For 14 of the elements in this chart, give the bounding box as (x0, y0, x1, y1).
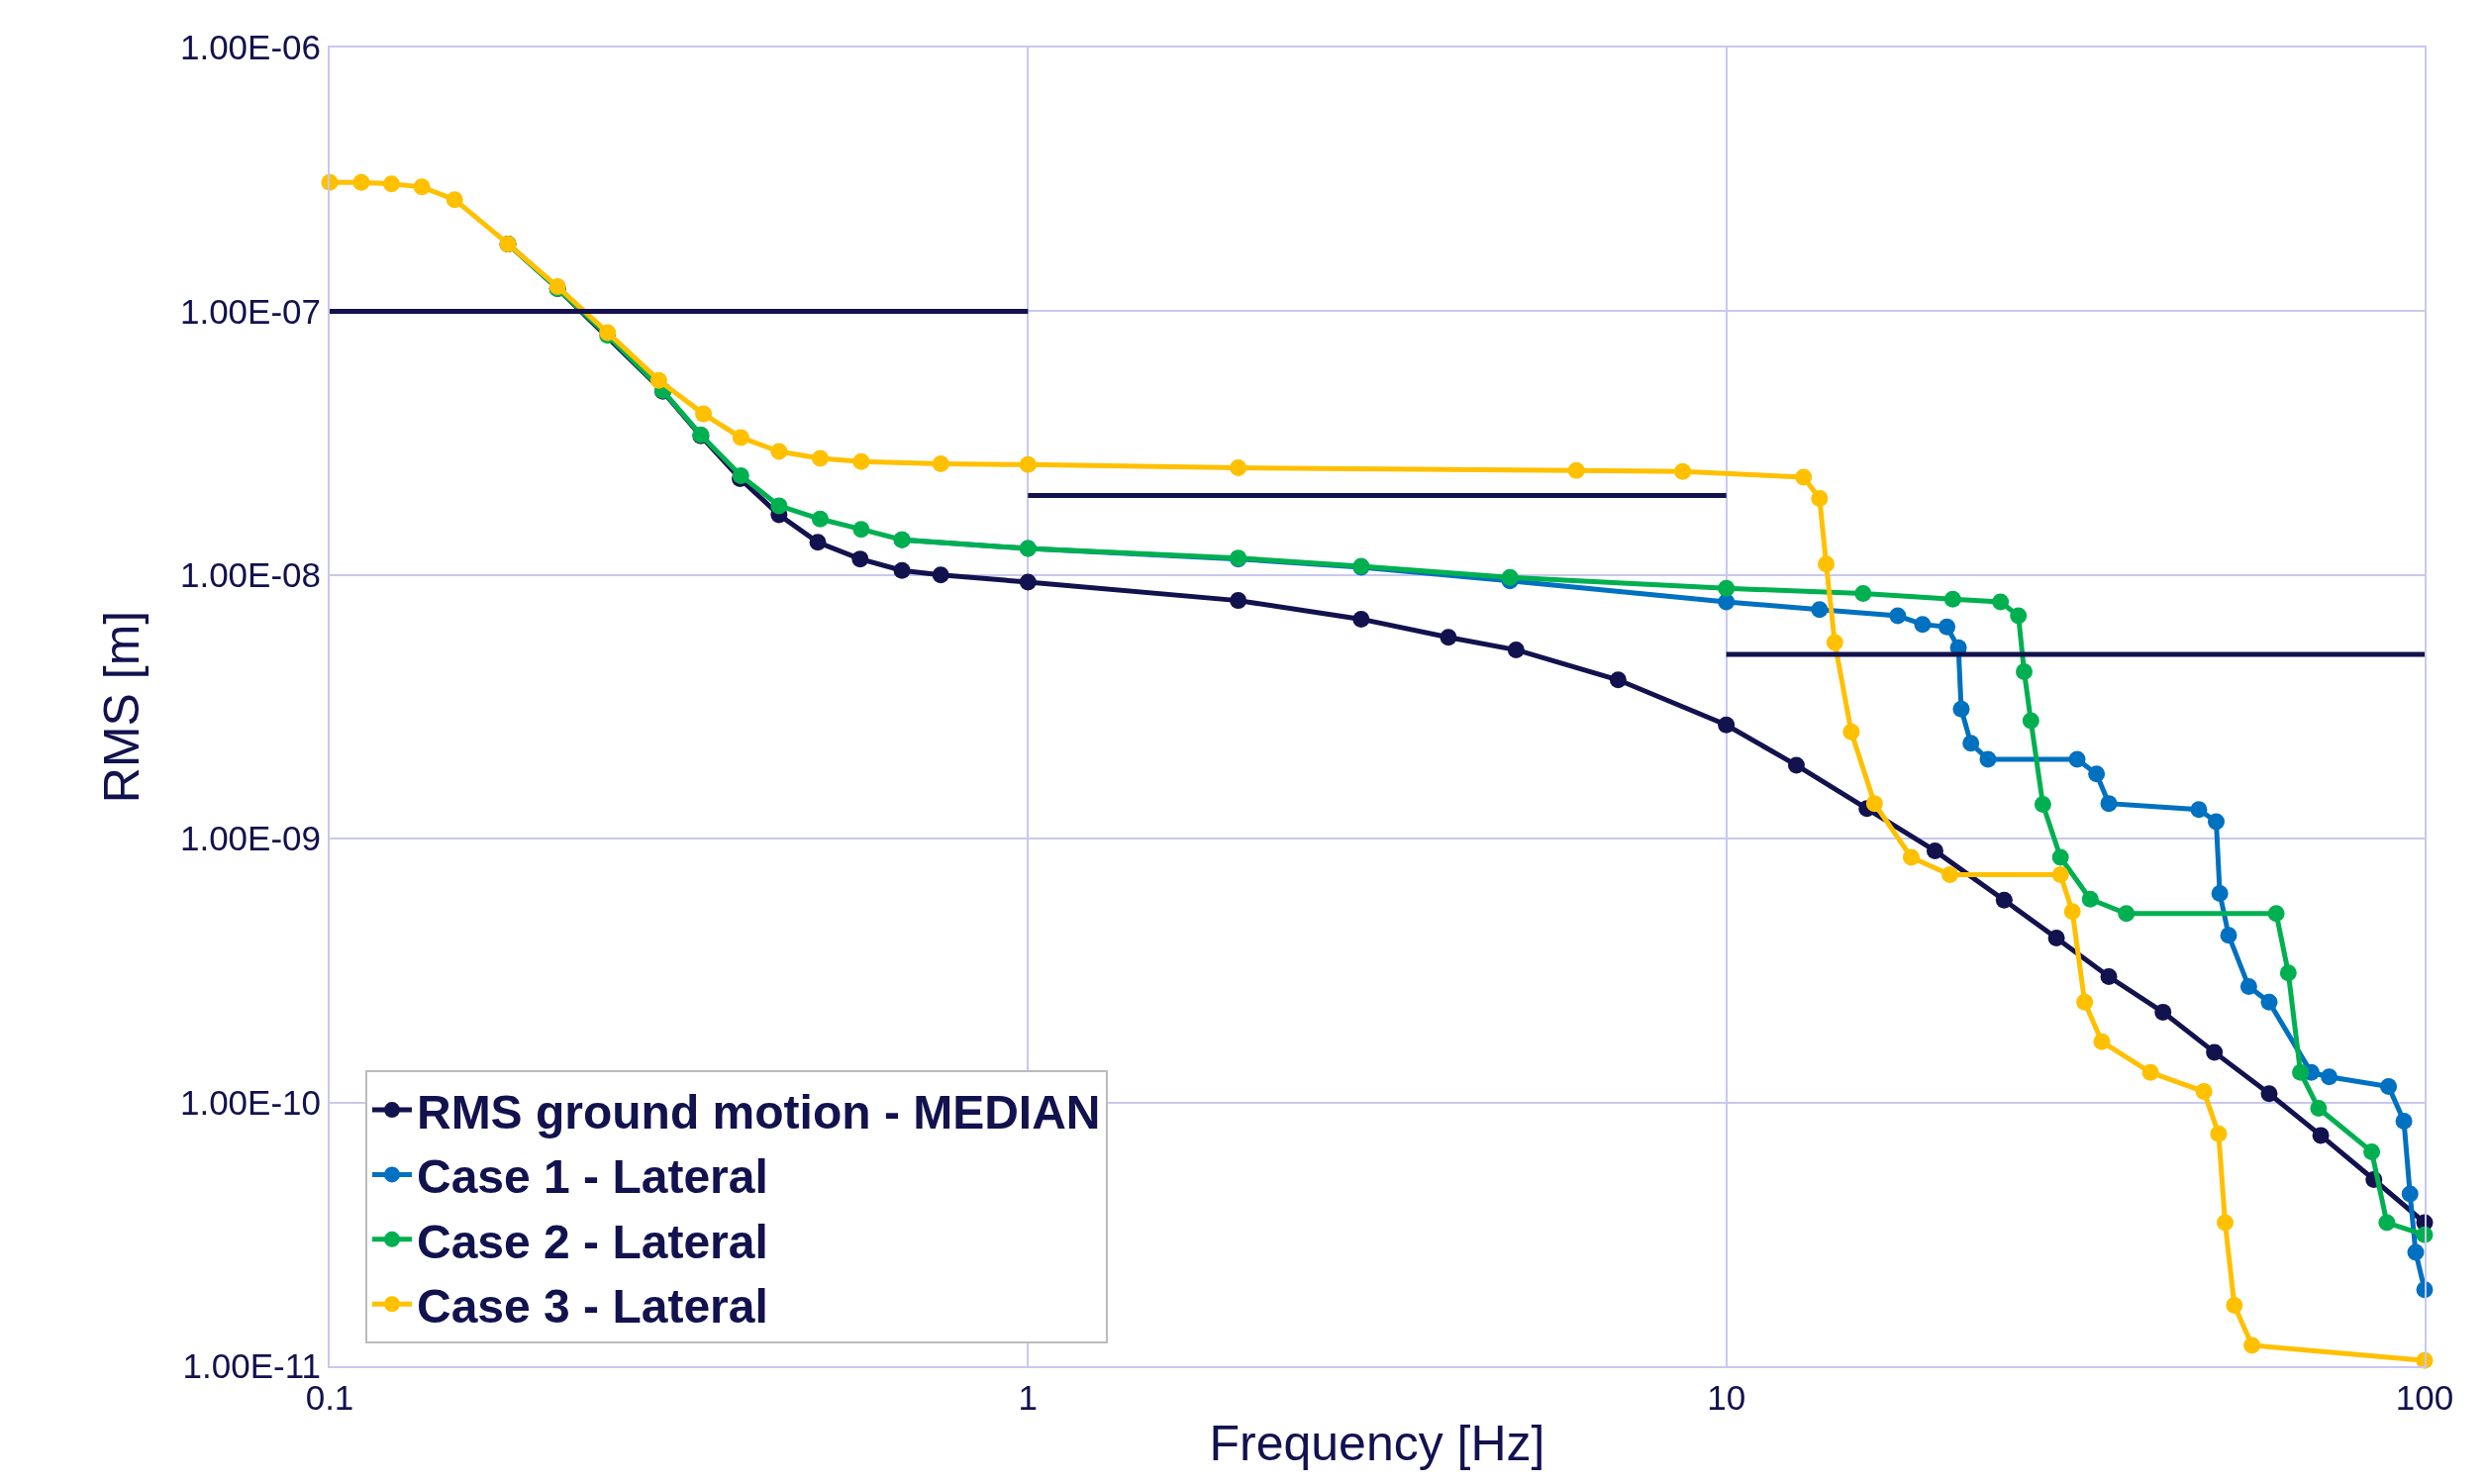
x-tick-label: 1 (1018, 1378, 1039, 1417)
legend-label: Case 2 - Lateral (416, 1215, 768, 1268)
y-tick-label: 1.00E-09 (179, 819, 321, 858)
legend-label: Case 1 - Lateral (416, 1150, 768, 1204)
y-tick-label: 1.00E-07 (179, 291, 321, 331)
legend-label: RMS ground motion - MEDIAN (416, 1085, 1101, 1138)
y-tick-label: 1.00E-06 (179, 28, 321, 67)
y-axis-title: RMS [m] (94, 610, 150, 804)
legend-label: Case 3 - Lateral (416, 1279, 768, 1333)
y-tick-label: 1.00E-08 (179, 555, 321, 595)
y-tick-label: 1.00E-10 (179, 1082, 321, 1122)
x-tick-label: 100 (2395, 1378, 2454, 1417)
x-tick-label: 10 (1707, 1378, 1746, 1417)
x-axis-title: Frequency [Hz] (1209, 1416, 1545, 1471)
